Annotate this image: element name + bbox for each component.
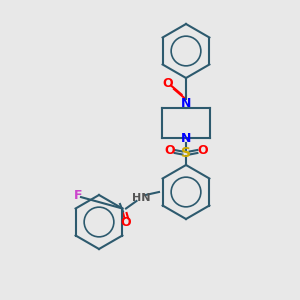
Text: F: F (74, 189, 82, 202)
Text: O: O (197, 143, 208, 157)
Text: O: O (162, 76, 173, 90)
Text: O: O (164, 143, 175, 157)
Text: N: N (181, 131, 191, 145)
Text: N: N (181, 97, 191, 110)
Text: S: S (181, 146, 191, 160)
Text: O: O (121, 215, 131, 229)
Text: HN: HN (132, 193, 150, 203)
